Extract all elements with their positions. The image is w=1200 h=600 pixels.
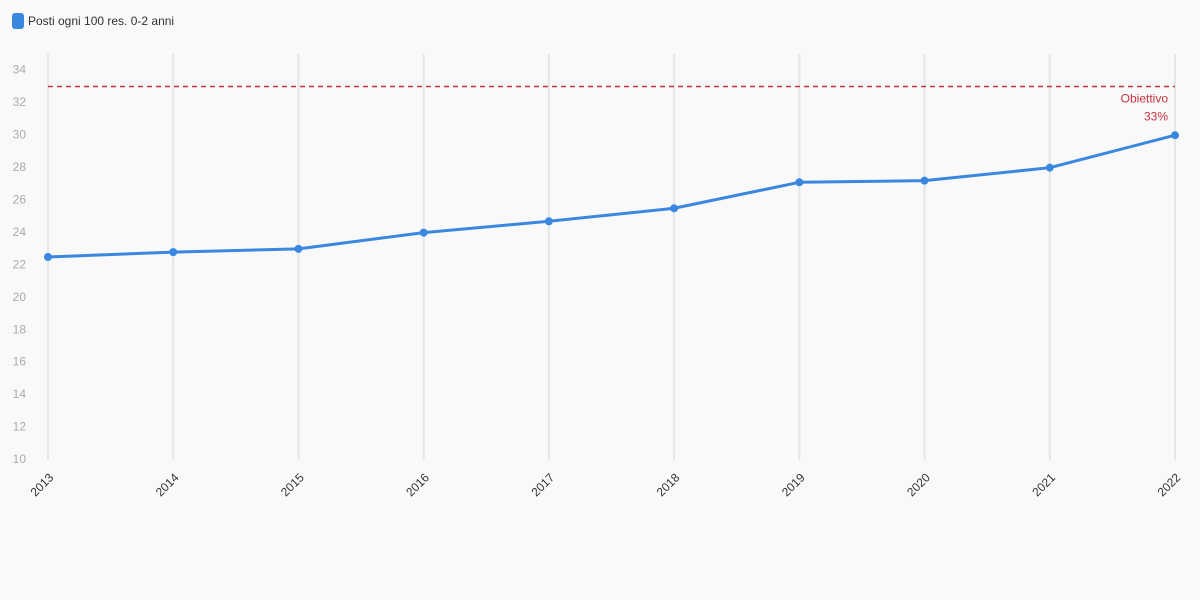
data-point — [920, 176, 929, 185]
y-tick-label: 20 — [13, 290, 27, 304]
y-tick-label: 26 — [13, 192, 27, 206]
target-value-label: 33% — [1144, 110, 1168, 124]
data-point — [1045, 163, 1054, 172]
data-point — [169, 248, 178, 257]
y-tick-label: 12 — [13, 420, 27, 434]
data-point — [670, 204, 679, 213]
series-line — [47, 133, 1176, 259]
data-point — [1171, 131, 1179, 140]
y-tick-label: 22 — [13, 257, 27, 271]
y-tick-label: 32 — [13, 95, 27, 109]
y-tick-label: 16 — [13, 355, 27, 369]
data-point — [44, 253, 52, 261]
data-point — [795, 178, 804, 187]
y-tick-label: 30 — [13, 127, 27, 141]
legend-label: Posti ogni 100 res. 0-2 anni — [28, 14, 174, 28]
y-tick-label: 14 — [13, 387, 27, 401]
data-point — [294, 244, 303, 253]
data-point — [544, 217, 553, 226]
y-tick-label: 18 — [13, 322, 27, 336]
data-point — [419, 228, 428, 237]
y-tick-label: 24 — [13, 225, 27, 239]
y-tick-label: 28 — [13, 160, 27, 174]
y-tick-label: 10 — [13, 452, 27, 466]
y-tick-label: 34 — [13, 62, 27, 76]
legend-swatch — [12, 13, 24, 29]
target-label: Obiettivo — [1121, 92, 1169, 106]
